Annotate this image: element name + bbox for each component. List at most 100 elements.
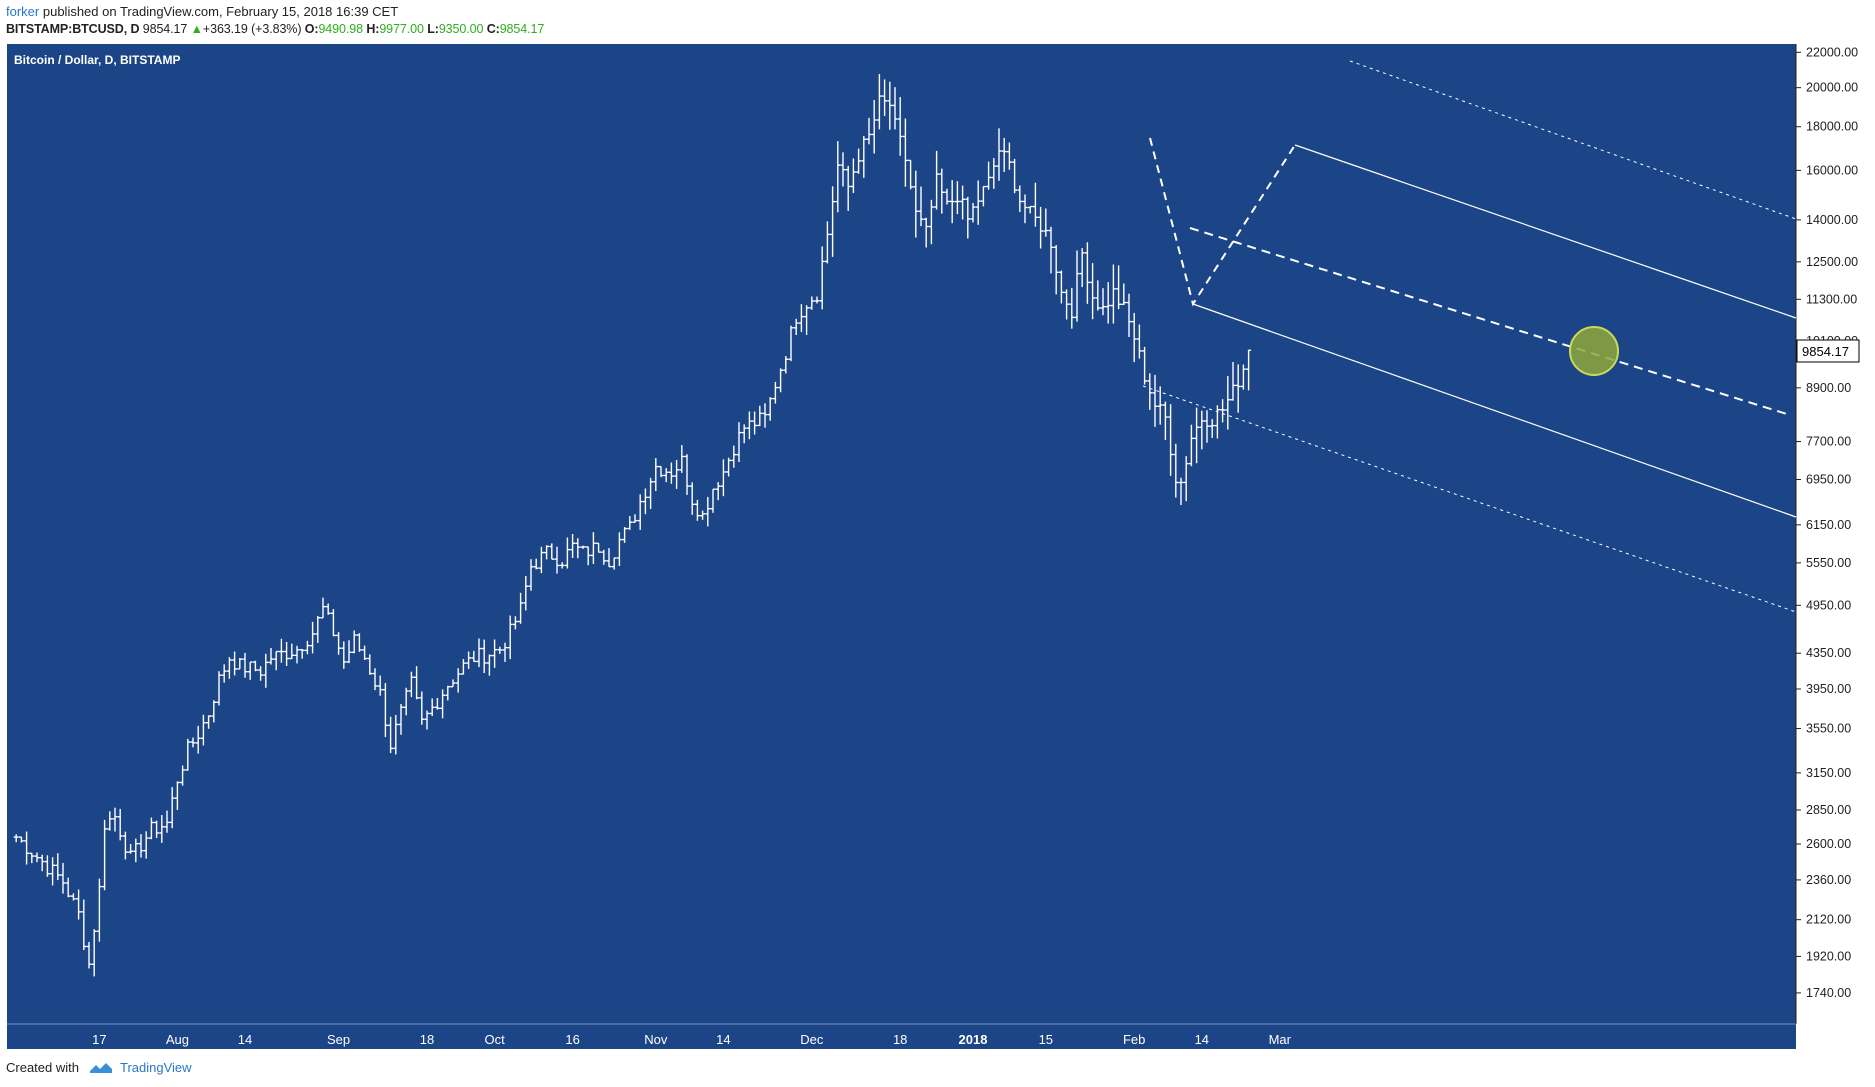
ohlc-bar	[34, 852, 40, 863]
ohlc-bar	[460, 659, 466, 675]
x-tick-label: 14	[238, 1032, 252, 1047]
ohlc-bar	[746, 411, 752, 440]
y-tick-label: 3150.00	[1806, 766, 1851, 780]
open-label: O:	[304, 22, 319, 36]
tradingview-link[interactable]: TradingView	[120, 1060, 192, 1075]
y-tick-label: 11300.00	[1806, 292, 1857, 306]
x-tick-label: 18	[420, 1032, 434, 1047]
low-value: 9350.00	[438, 22, 484, 36]
ohlc-bar	[840, 152, 846, 187]
ohlc-bar	[258, 666, 264, 681]
ohlc-bar	[928, 199, 934, 245]
ohlc-bar	[1131, 312, 1137, 363]
ohlc-bar	[1225, 376, 1231, 430]
ohlc-bar	[809, 296, 815, 310]
ohlc-bar	[1069, 287, 1075, 329]
high-value: 9977.00	[379, 22, 424, 36]
ohlc-bar	[476, 638, 482, 668]
ohlc-bar	[330, 609, 336, 637]
x-tick-label: 14	[1195, 1032, 1209, 1047]
ohlc-bar	[304, 640, 310, 655]
ohlc-bar	[382, 683, 388, 738]
ohlc-bar	[424, 710, 430, 730]
ohlc-bar	[752, 411, 758, 435]
ohlc-bar	[434, 698, 440, 710]
ohlc-bar	[788, 325, 794, 362]
ohlc-bar	[601, 549, 607, 565]
ohlc-bar	[538, 546, 544, 574]
ohlc-bar	[1199, 410, 1205, 450]
ohlc-bar	[528, 559, 534, 591]
ohlc-bar	[627, 516, 633, 530]
ohlc-bar	[824, 221, 830, 264]
ohlc-bar	[965, 196, 971, 239]
ohlc-bar	[648, 477, 654, 509]
created-with: Created with	[6, 1060, 79, 1075]
ohlc-bar	[76, 889, 82, 920]
chart-title: Bitcoin / Dollar, D, BITSTAMP	[14, 53, 180, 67]
ohlc-bar	[346, 640, 352, 664]
ohlc-bar	[1001, 137, 1007, 172]
y-tick-label: 2120.00	[1806, 913, 1851, 927]
ohlc-bar	[1183, 456, 1189, 502]
ohlc-bar	[596, 542, 602, 553]
x-tick-label: Oct	[484, 1032, 505, 1047]
published-text: published on TradingView.com, February 1…	[42, 4, 399, 19]
ohlc-bar	[668, 462, 674, 484]
ohlc-bar	[580, 545, 586, 549]
ohlc-bar	[908, 159, 914, 190]
ohlc-bar	[892, 87, 898, 130]
ohlc-bar	[606, 548, 612, 568]
ohlc-bar	[1121, 283, 1127, 306]
ohlc-bar	[362, 645, 368, 660]
ohlc-bar	[590, 532, 596, 564]
y-tick-label: 8900.00	[1806, 381, 1851, 395]
ohlc-bar	[866, 117, 872, 145]
ohlc-bar	[1240, 364, 1246, 390]
ohlc-bar	[50, 857, 56, 886]
y-tick-label: 4350.00	[1806, 646, 1851, 660]
ohlc-bar	[1136, 324, 1142, 359]
ohlc-bar	[1079, 248, 1085, 288]
ohlc-bar	[107, 811, 113, 831]
x-tick-label: Nov	[644, 1032, 668, 1047]
ohlc-bar	[694, 499, 700, 521]
ohlc-bar	[91, 929, 97, 977]
ohlc-bar	[55, 853, 61, 881]
ohlc-bar	[341, 641, 347, 669]
ohlc-bar	[939, 168, 945, 214]
ohlc-bar	[736, 422, 742, 463]
author-link[interactable]: forker	[6, 4, 40, 19]
ohlc-bar	[710, 488, 716, 513]
ohlc-bar	[1074, 250, 1080, 322]
ohlc-bar	[726, 457, 732, 477]
ohlc-bar	[289, 643, 295, 660]
ohlc-bar	[128, 844, 134, 854]
ohlc-bar	[1012, 158, 1018, 194]
ohlc-bar	[164, 810, 170, 833]
ohlc-bar	[887, 81, 893, 130]
x-tick-label: 17	[92, 1032, 106, 1047]
y-tick-label: 1740.00	[1806, 986, 1851, 1000]
ohlc-bar	[658, 465, 664, 478]
ohlc-bar	[689, 482, 695, 515]
last-price: 9854.17	[142, 22, 188, 36]
ohlc-bars	[13, 74, 1252, 977]
drawings	[1142, 60, 1797, 613]
ohlc-bar	[1048, 226, 1054, 274]
ohlc-bar	[632, 514, 638, 523]
ohlc-bar	[497, 646, 503, 654]
quote-line: BITSTAMP:BTCUSD, D 9854.17 ▲+363.19 (+3.…	[6, 20, 544, 38]
ohlc-bar	[1214, 405, 1220, 439]
ohlc-bar	[471, 650, 477, 663]
ohlc-bar	[60, 862, 66, 894]
ohlc-bar	[798, 304, 804, 333]
change: +363.19 (+3.83%)	[202, 22, 302, 36]
ohlc-bar	[216, 671, 222, 706]
ohlc-bar	[1043, 208, 1049, 237]
x-tick-label: Mar	[1269, 1032, 1292, 1047]
ohlc-bar	[1038, 206, 1044, 249]
y-tick-label: 5550.00	[1806, 556, 1851, 570]
plot-area	[7, 44, 1796, 1024]
